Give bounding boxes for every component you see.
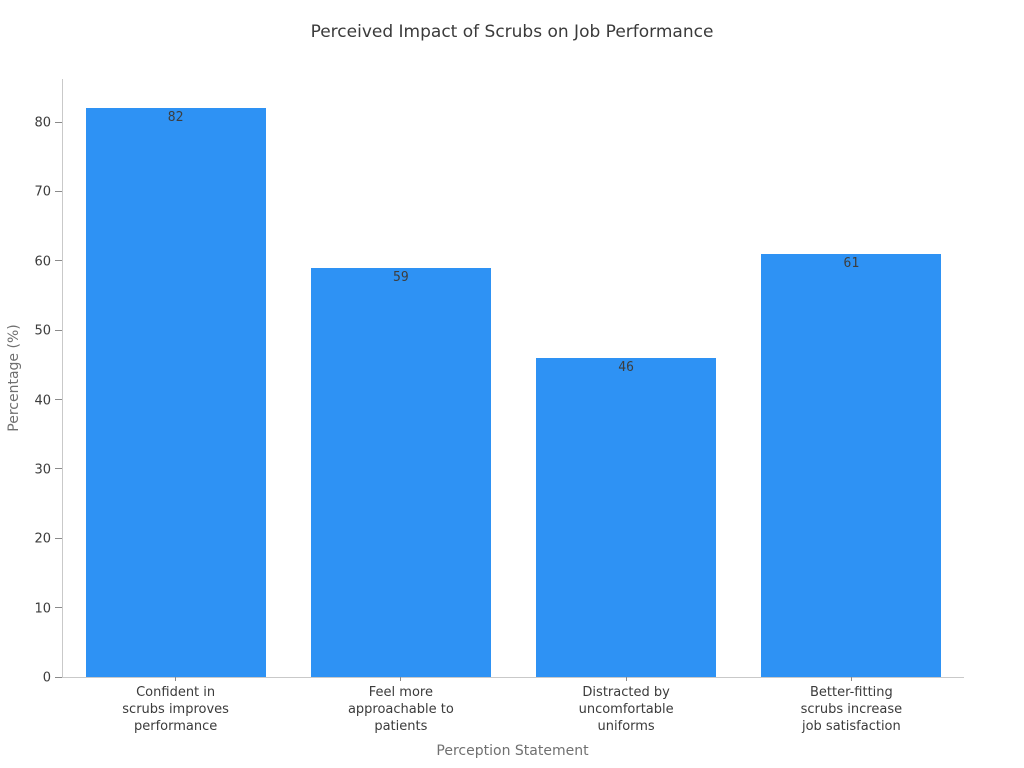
x-tick-label: Better-fitting scrubs increase job satis…	[800, 685, 903, 734]
y-axis-tick	[55, 121, 62, 123]
y-axis-tick	[55, 399, 62, 401]
y-axis-tick	[55, 260, 62, 262]
y-axis-tick	[55, 329, 62, 331]
x-axis-tick	[400, 677, 402, 681]
bar: 82	[85, 108, 266, 677]
y-tick-label: 10	[34, 601, 51, 617]
bar-value-label: 61	[843, 255, 860, 271]
x-tick-label: Feel more approachable to patients	[347, 685, 454, 734]
y-axis-tick	[55, 190, 62, 192]
x-axis-tick	[625, 677, 627, 681]
y-tick-label: 70	[34, 184, 51, 200]
plot-area: 0 10 20 30 40 50 60 70 80 82 Confident in scrubs i…	[34, 79, 964, 734]
y-axis-tick	[55, 537, 62, 539]
y-tick-label: 50	[34, 323, 51, 339]
x-axis-label: Perception Statement	[436, 743, 589, 759]
y-tick-label: 30	[34, 462, 51, 478]
bar-value-label: 59	[393, 269, 409, 285]
bar: 59	[310, 267, 491, 677]
bar-value-label: 46	[618, 359, 634, 375]
bar: 61	[761, 253, 942, 677]
x-axis-tick	[850, 677, 852, 681]
y-axis-tick	[55, 607, 62, 609]
y-tick-label: 80	[34, 115, 51, 131]
y-axis-tick	[55, 676, 62, 678]
y-tick-label: 60	[34, 254, 51, 270]
y-axis-label: Percentage (%)	[6, 324, 22, 432]
y-tick-label: 40	[34, 393, 51, 409]
x-axis-tick	[175, 677, 177, 681]
x-tick-label: Distracted by uncomfortable uniforms	[578, 685, 674, 734]
y-axis-tick	[55, 468, 62, 470]
bar: 46	[536, 357, 717, 677]
y-tick-label: 20	[34, 531, 51, 547]
chart-title: Perceived Impact of Scrubs on Job Perfor…	[310, 22, 714, 42]
y-tick-label: 0	[42, 670, 51, 686]
x-tick-label: Confident in scrubs improves performance	[122, 685, 229, 734]
bar-value-label: 82	[167, 110, 184, 126]
